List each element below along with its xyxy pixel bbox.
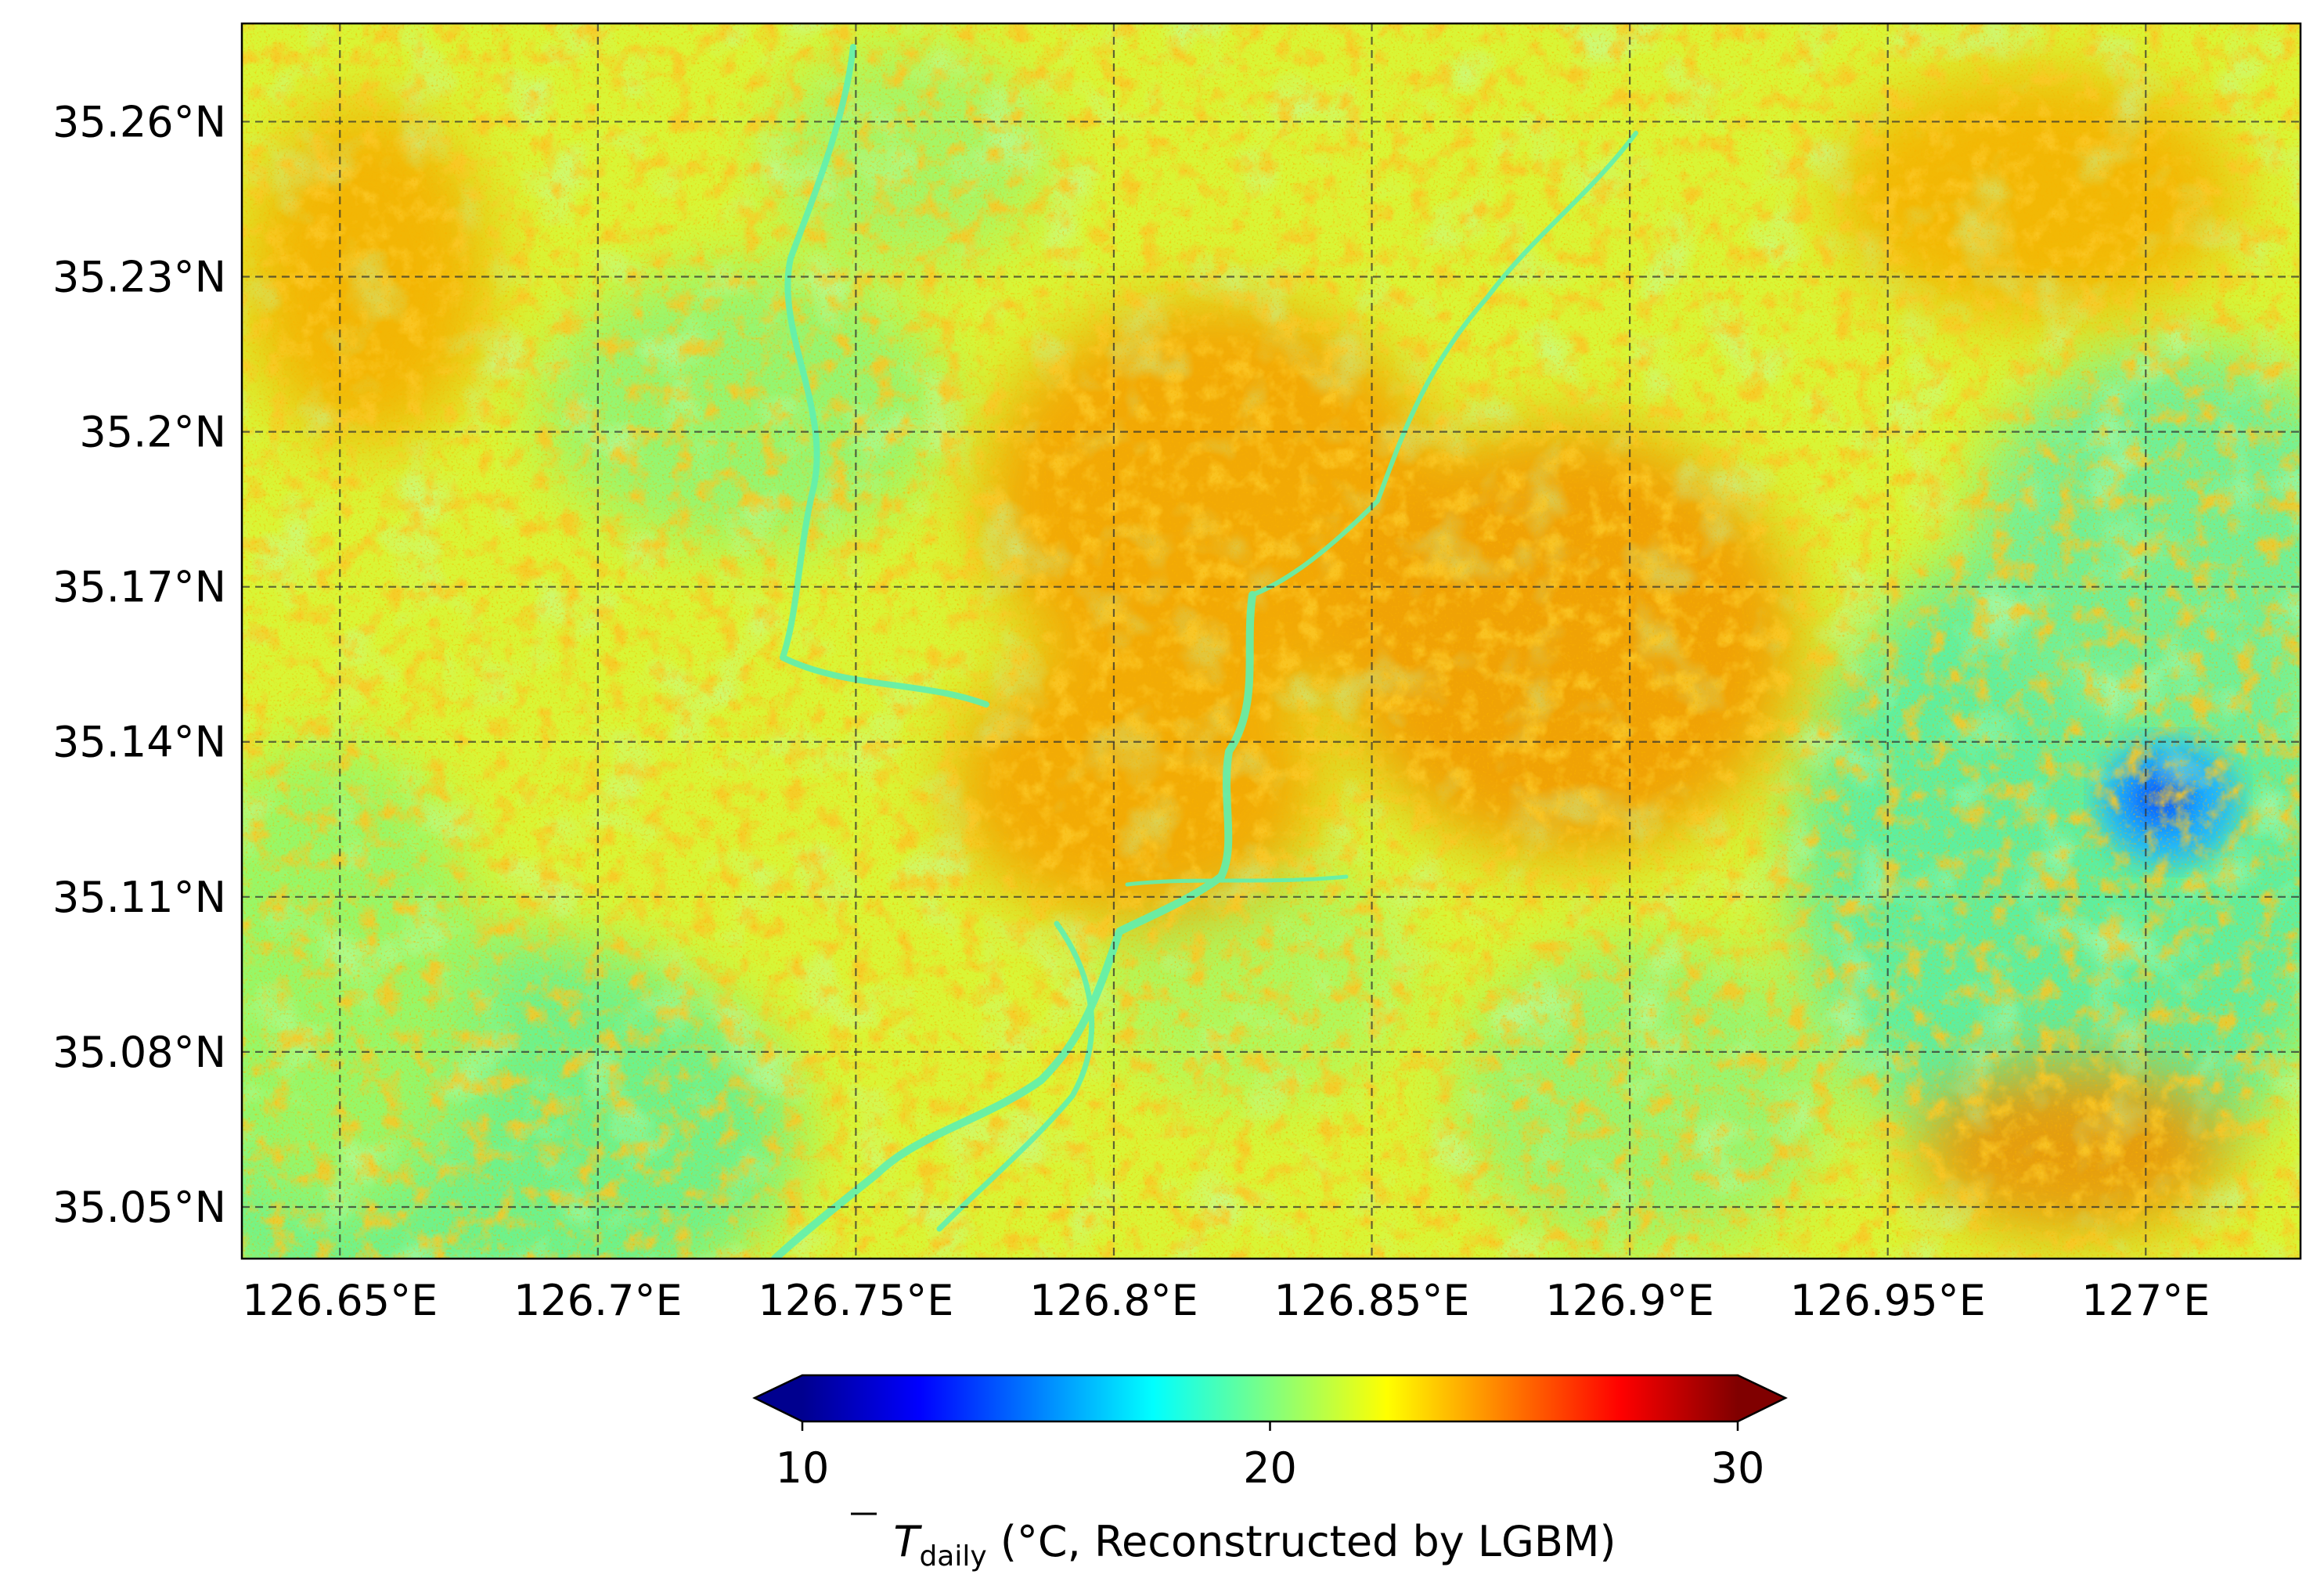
longitude-tick-label: 126.9°E: [1545, 1276, 1714, 1325]
latitude-tick-label: 35.2°N: [79, 408, 226, 457]
colorbar-label-symbol: T: [893, 1517, 922, 1566]
temperature-raster: [242, 23, 2301, 1259]
colorbar-tick-label: 10: [776, 1443, 830, 1493]
latitude-tick-label: 35.05°N: [52, 1183, 226, 1232]
colorbar-label: Tdaily (°C, Reconstructed by LGBM): [893, 1517, 1616, 1573]
colorbar-ticks: 10 20 30: [776, 1421, 1765, 1493]
longitude-tick-label: 126.95°E: [1790, 1276, 1986, 1325]
colorbar: 10 20 30 Tdaily (°C, Reconstructed by LGBM…: [752, 1374, 1788, 1573]
longitude-tick-label: 126.65°E: [242, 1276, 438, 1325]
latitude-tick-label: 35.11°N: [52, 873, 226, 922]
latitude-tick-label: 35.17°N: [52, 563, 226, 612]
latitude-tick-label: 35.23°N: [52, 253, 226, 302]
longitude-tick-label: 126.8°E: [1029, 1276, 1198, 1325]
longitude-tick-label: 126.75°E: [758, 1276, 953, 1325]
latitude-tick-label: 35.26°N: [52, 97, 226, 146]
map-frame: [240, 22, 2302, 1260]
longitude-axis: 126.65°E 126.7°E 126.75°E 126.8°E 126.85°E 12…: [242, 1276, 2210, 1325]
graticule: [242, 23, 2301, 1259]
colorbar-extend-low-tri: [755, 1375, 802, 1421]
longitude-tick-label: 126.85°E: [1274, 1276, 1469, 1325]
colorbar-tick-label: 20: [1243, 1443, 1297, 1493]
colorbar-tick-label: 30: [1711, 1443, 1765, 1493]
latitude-axis: 35.26°N 35.23°N 35.2°N 35.17°N 35.14°N 35.11°…: [52, 97, 226, 1232]
latitude-tick-label: 35.14°N: [52, 718, 226, 767]
colorbar-label-subscript: daily: [919, 1540, 986, 1573]
colorbar-label-text: (°C, Reconstructed by LGBM): [987, 1517, 1616, 1566]
latitude-tick-label: 35.08°N: [52, 1028, 226, 1077]
longitude-tick-label: 126.7°E: [513, 1276, 683, 1325]
longitude-tick-label: 127°E: [2081, 1276, 2210, 1325]
colorbar-extend-high: [1738, 1375, 1785, 1421]
colorbar-gradient: [802, 1375, 1738, 1421]
